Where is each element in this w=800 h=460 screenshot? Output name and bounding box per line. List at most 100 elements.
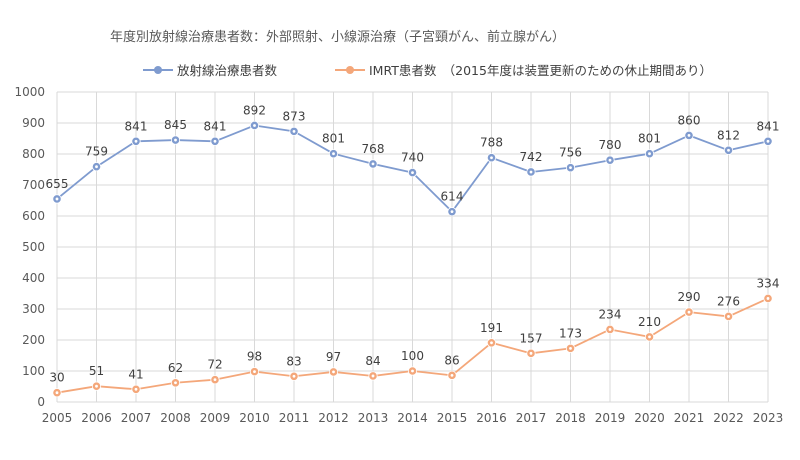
data-point-center <box>766 139 770 143</box>
data-label: 788 <box>480 136 503 150</box>
data-point-center <box>569 166 572 170</box>
data-label: 51 <box>89 364 104 378</box>
data-point-center <box>371 374 375 378</box>
data-label: 841 <box>204 119 227 133</box>
data-label: 290 <box>678 290 701 304</box>
data-point-center <box>766 297 770 300</box>
data-label: 334 <box>757 276 780 290</box>
data-label: 41 <box>128 367 143 381</box>
data-label: 234 <box>599 307 622 321</box>
y-tick-label: 800 <box>22 147 45 161</box>
data-point-center <box>648 335 651 339</box>
data-label: 780 <box>599 138 622 152</box>
y-tick-label: 900 <box>22 116 45 130</box>
x-tick-label: 2023 <box>753 411 784 425</box>
data-point-center <box>450 373 454 377</box>
data-label: 812 <box>717 128 740 142</box>
y-tick-label: 400 <box>22 271 45 285</box>
legend-label-imrt-patients: IMRT患者数 （2015年度は装置更新のための休止期間あり） <box>369 63 712 78</box>
data-point-center <box>529 351 533 355</box>
data-point-center <box>55 197 59 201</box>
data-point-center <box>490 156 493 160</box>
data-point-center <box>411 369 414 373</box>
x-tick-label: 2020 <box>634 411 665 425</box>
data-point-center <box>174 381 177 385</box>
data-label: 62 <box>168 361 183 375</box>
legend-swatch-total-patients <box>143 64 173 76</box>
data-label: 801 <box>638 132 661 146</box>
y-tick-label: 500 <box>22 240 45 254</box>
data-label: 614 <box>441 190 464 204</box>
data-point-center <box>134 387 138 391</box>
data-label: 86 <box>444 353 459 367</box>
data-label: 756 <box>559 146 582 160</box>
data-label: 759 <box>85 145 108 159</box>
y-tick-label: 100 <box>22 364 45 378</box>
x-tick-label: 2018 <box>555 411 586 425</box>
y-tick-label: 200 <box>22 333 45 347</box>
data-point-center <box>174 138 177 142</box>
x-tick-label: 2017 <box>516 411 547 425</box>
data-point-center <box>608 328 612 331</box>
data-point-center <box>648 152 651 156</box>
x-tick-label: 2021 <box>674 411 705 425</box>
gridlines <box>56 91 769 403</box>
data-label: 841 <box>125 119 148 133</box>
x-tick-label: 2014 <box>397 411 428 425</box>
data-point-center <box>95 384 98 388</box>
x-tick-label: 2007 <box>121 411 152 425</box>
data-point-center <box>569 346 572 350</box>
data-label: 892 <box>243 103 266 117</box>
y-tick-label: 700 <box>22 178 45 192</box>
x-tick-label: 2019 <box>595 411 626 425</box>
legend: 放射線治療患者数 IMRT患者数 （2015年度は装置更新のための休止期間あり） <box>0 60 800 80</box>
data-label: 841 <box>757 119 780 133</box>
data-label: 97 <box>326 350 341 364</box>
data-point-center <box>253 124 256 127</box>
x-tick-label: 2013 <box>358 411 389 425</box>
data-label: 173 <box>559 326 582 340</box>
x-tick-label: 2006 <box>81 411 112 425</box>
data-point-center <box>687 134 691 137</box>
x-tick-label: 2008 <box>160 411 191 425</box>
data-point-center <box>411 171 414 175</box>
data-label: 100 <box>401 349 424 363</box>
y-tick-label: 600 <box>22 209 45 223</box>
x-tick-label: 2005 <box>42 411 73 425</box>
data-label: 845 <box>164 118 187 132</box>
data-point-center <box>332 152 335 156</box>
data-label: 768 <box>362 142 385 156</box>
data-point-center <box>332 370 335 374</box>
x-tick-label: 2015 <box>437 411 468 425</box>
data-point-center <box>450 210 454 214</box>
data-point-center <box>292 129 296 133</box>
data-label: 157 <box>520 331 543 345</box>
x-tick-label: 2009 <box>200 411 231 425</box>
data-label: 30 <box>49 371 64 385</box>
data-point-center <box>253 370 256 374</box>
data-label: 860 <box>678 113 701 127</box>
series <box>52 120 773 398</box>
data-label: 740 <box>401 151 424 165</box>
y-tick-label: 1000 <box>14 85 45 99</box>
data-point-center <box>727 148 730 152</box>
x-tick-label: 2012 <box>318 411 349 425</box>
legend-item-total-patients: 放射線治療患者数 <box>143 60 277 79</box>
data-point-center <box>727 315 730 318</box>
legend-swatch-imrt-patients <box>335 64 365 76</box>
x-tick-label: 2016 <box>476 411 507 425</box>
data-point-center <box>95 165 98 169</box>
data-label: 655 <box>46 177 69 191</box>
data-label: 742 <box>520 150 543 164</box>
data-point-center <box>213 139 217 143</box>
chart-title: 年度別放射線治療患者数：外部照射、小線源治療（子宮頸がん、前立腺がん） <box>110 30 566 45</box>
legend-item-imrt-patients: IMRT患者数 （2015年度は装置更新のための休止期間あり） <box>335 60 712 79</box>
data-label: 98 <box>247 350 262 364</box>
axes: 0 100 200 300 400 500 600 700 800 900 1000 2005 2006… <box>14 85 783 425</box>
data-label: 210 <box>638 315 661 329</box>
data-label: 801 <box>322 132 345 146</box>
legend-label-total-patients: 放射線治療患者数 <box>177 63 278 78</box>
y-tick-label: 0 <box>37 395 45 409</box>
data-label: 191 <box>480 321 503 335</box>
